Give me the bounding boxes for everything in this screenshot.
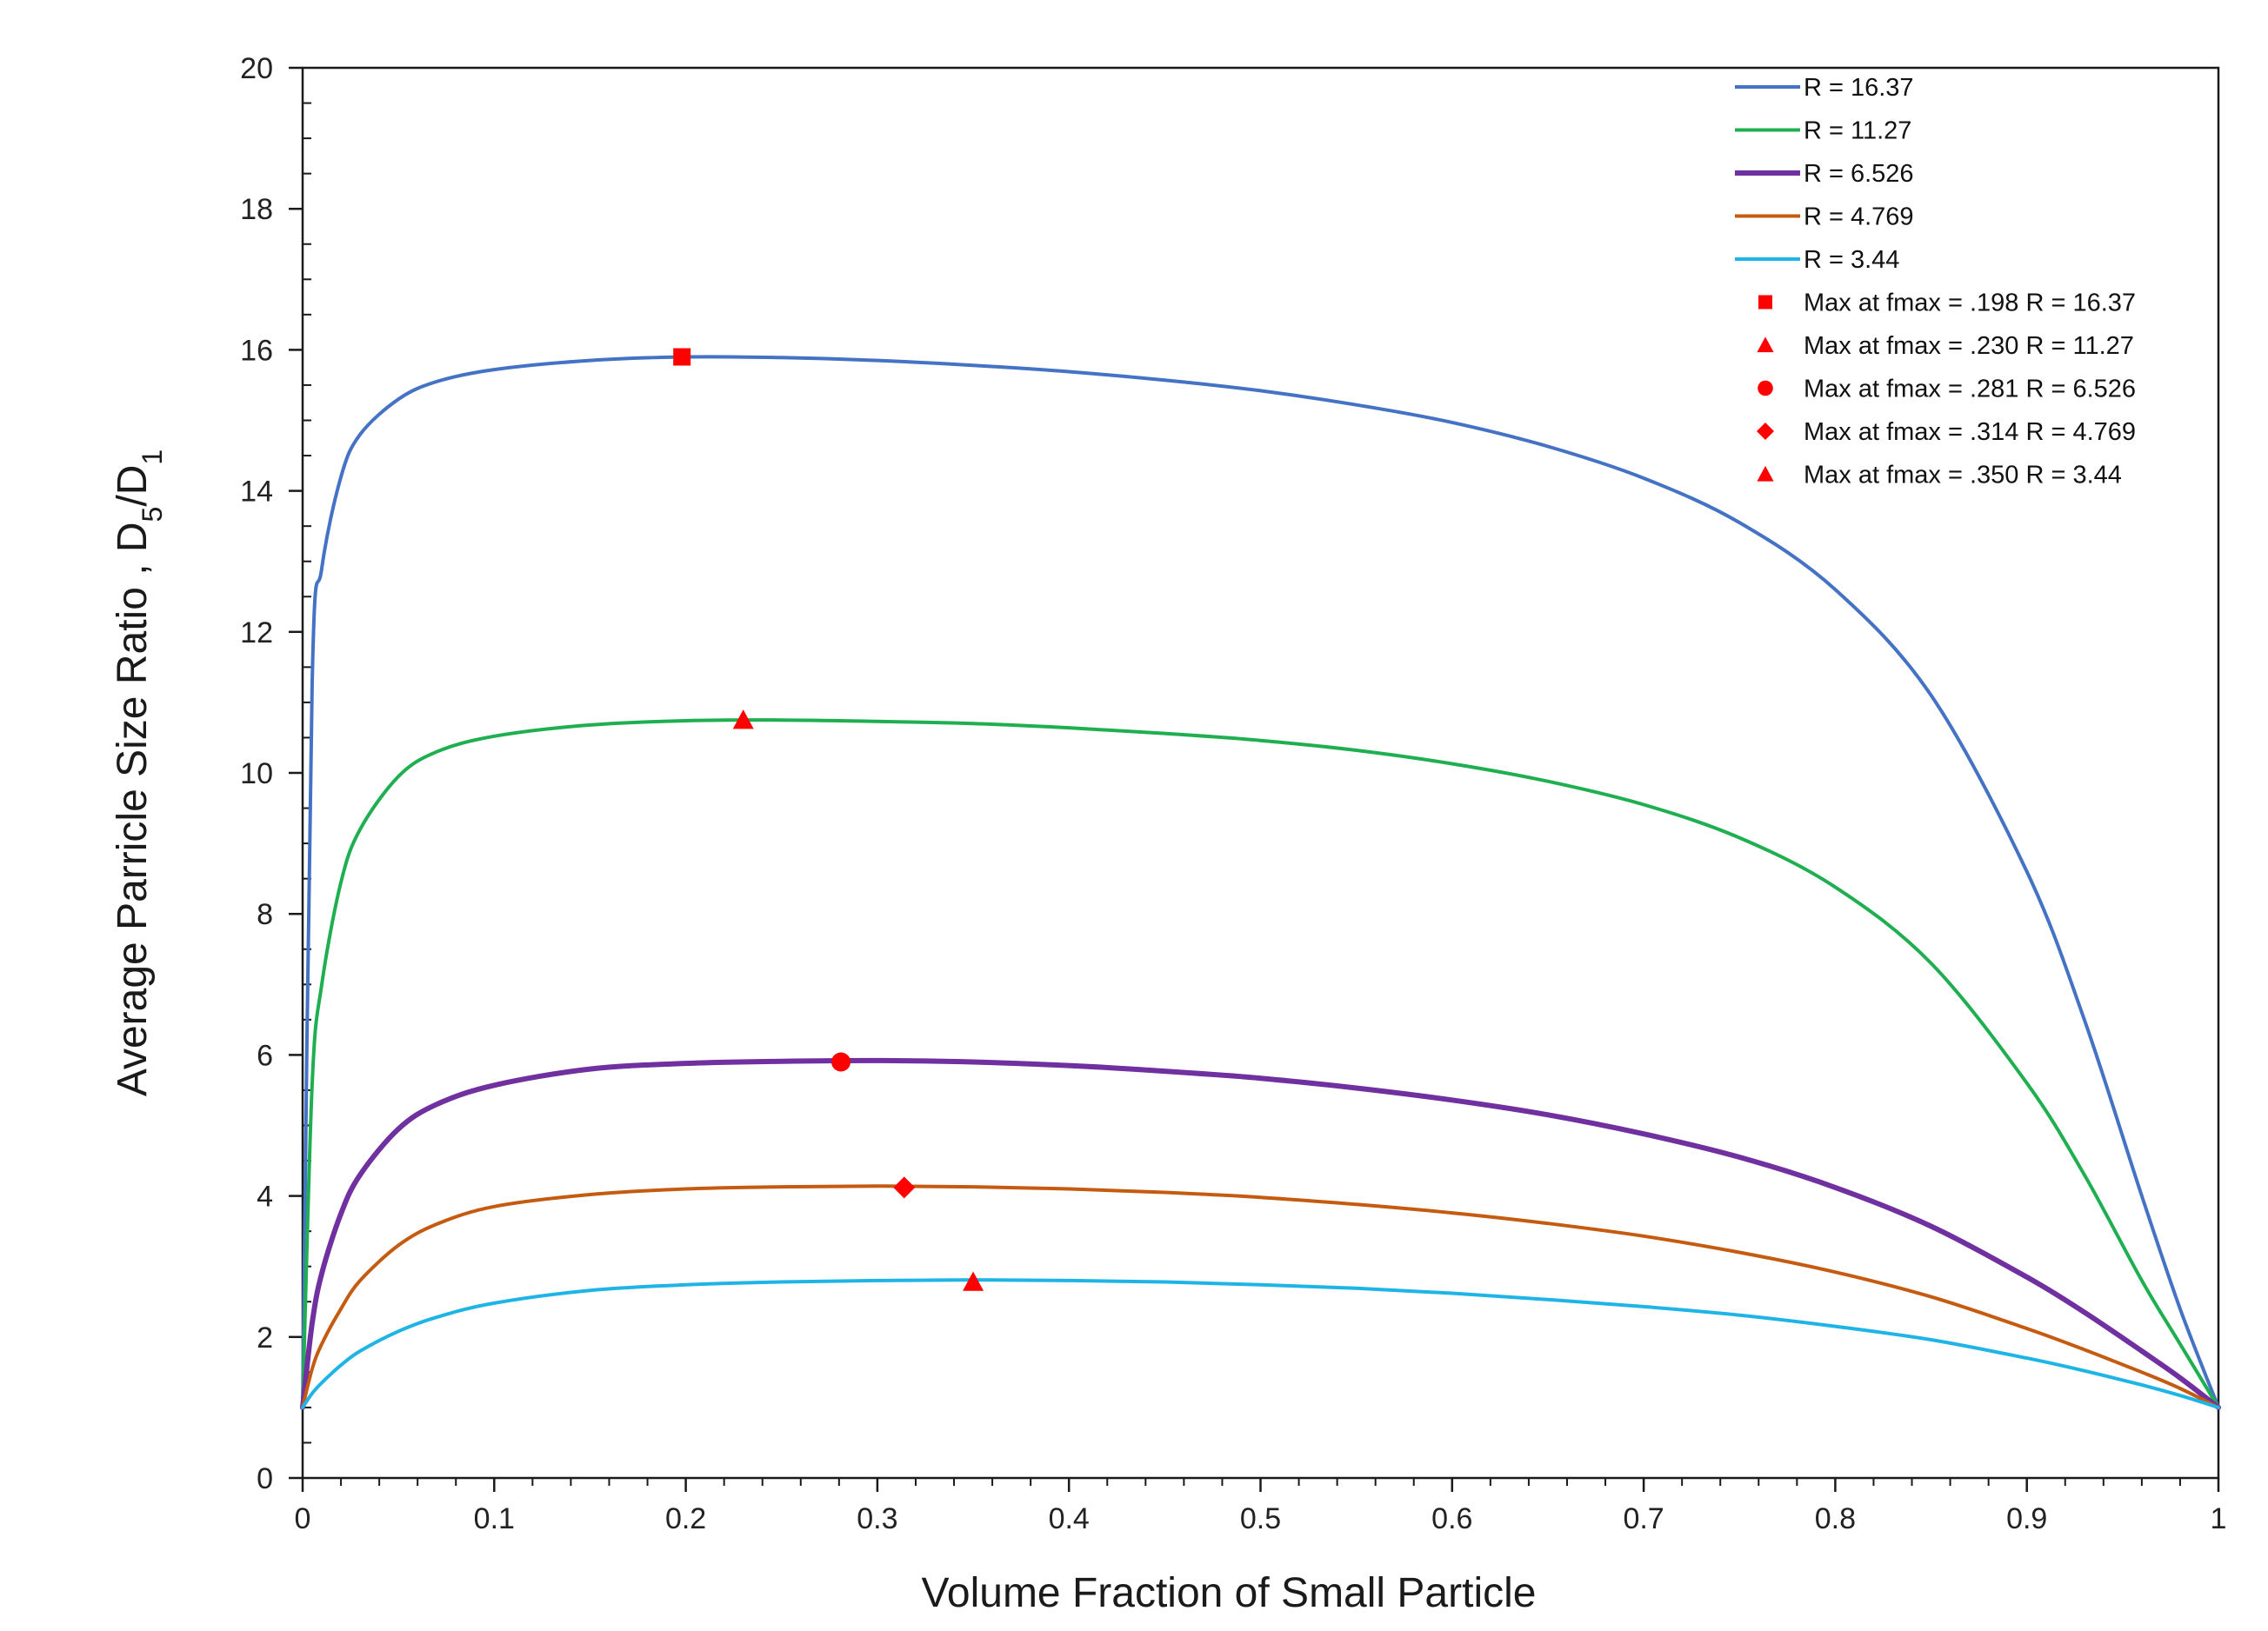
legend-marker-3 (1757, 423, 1774, 440)
y-axis-title-subscript-2: 1 (137, 449, 168, 465)
series-line-2 (300, 1057, 2221, 1410)
legend-label-marker-2: Max at fmax = .281 R = 6.526 (1804, 376, 2136, 403)
x-tick-label: 0.5 (1240, 1502, 1281, 1535)
series-line-0 (301, 355, 2220, 1409)
x-axis-title: Volume Fraction of Small Particle (922, 1570, 1537, 1616)
legend-marker-1 (1757, 336, 1774, 353)
series-layer (300, 355, 2221, 1410)
legend-marker-0 (1758, 295, 1772, 310)
max-marker-0 (673, 348, 691, 366)
axis-ticks: 0 0.1 0.2 0.3 0.4 0.5 0.6 0.7 0.8 0.9 102468101214… (240, 52, 2226, 1535)
plot-area-frame (301, 66, 2220, 1480)
legend-marker-4 (1757, 465, 1774, 482)
x-tick-label: 0.1 (474, 1502, 515, 1535)
legend-label-series-3: R = 4.769 (1804, 203, 1914, 231)
y-axis-title-subscript-1: 5 (137, 507, 168, 523)
legend-label-marker-0: Max at fmax = .198 R = 16.37 (1804, 290, 2136, 317)
y-tick-label: 14 (240, 476, 273, 509)
legend-label-marker-3: Max at fmax = .314 R = 4.769 (1804, 418, 2136, 446)
legend-label-series-4: R = 3.44 (1804, 246, 1899, 274)
legend-label-series-1: R = 11.27 (1804, 117, 1911, 145)
x-tick-label: 1 (2211, 1502, 2227, 1535)
max-marker-4 (963, 1271, 984, 1291)
x-tick-label: 0.9 (2006, 1502, 2047, 1535)
y-tick-label: 10 (240, 757, 273, 790)
series-line-4 (301, 1278, 2220, 1409)
y-axis-title-slash: /D (110, 465, 156, 507)
max-marker-2 (831, 1052, 851, 1072)
legend-label-marker-4: Max at fmax = .350 R = 3.44 (1804, 462, 2122, 489)
y-axis-title-main: Average Parricle Size Ratio , D (110, 522, 156, 1096)
x-tick-label: 0.4 (1049, 1502, 1090, 1535)
legend-label-series-0: R = 16.37 (1804, 74, 1914, 102)
legend-label-series-2: R = 6.526 (1804, 160, 1914, 188)
series-line-1 (301, 718, 2220, 1409)
series-line-3 (301, 1184, 2220, 1409)
legend-marker-2 (1758, 380, 1773, 396)
x-tick-label: 0.6 (1431, 1502, 1472, 1535)
x-tick-label: 0.8 (1815, 1502, 1856, 1535)
y-tick-label: 18 (240, 193, 273, 226)
marker-layer (673, 348, 984, 1291)
y-tick-label: 20 (240, 52, 273, 85)
y-tick-label: 6 (257, 1039, 273, 1072)
max-marker-3 (893, 1176, 916, 1199)
legend: R = 16.37 R = 11.27 R = 6.526 R = 4.769 R = … (1735, 74, 2136, 489)
x-tick-label: 0.2 (665, 1502, 706, 1535)
y-tick-label: 8 (257, 898, 273, 931)
x-tick-label: 0 (295, 1502, 311, 1535)
x-tick-label: 0.7 (1623, 1502, 1664, 1535)
legend-label-marker-1: Max at fmax = .230 R = 11.27 (1804, 332, 2134, 360)
y-tick-label: 4 (257, 1181, 273, 1214)
x-tick-label: 0.3 (857, 1502, 897, 1535)
y-tick-label: 16 (240, 334, 273, 367)
max-marker-1 (732, 709, 754, 729)
y-axis-title: Average Parricle Size Ratio , D5/D1 (110, 449, 168, 1096)
y-tick-label: 0 (257, 1462, 273, 1495)
y-tick-label: 12 (240, 616, 273, 649)
y-tick-label: 2 (257, 1321, 273, 1355)
